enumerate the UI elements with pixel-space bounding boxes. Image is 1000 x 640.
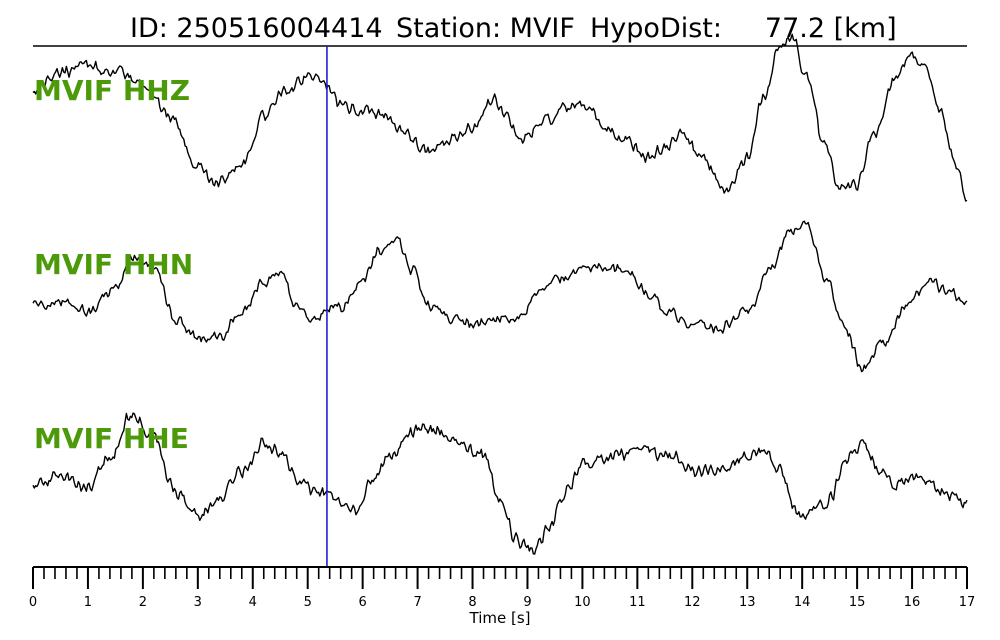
x-tick-label: 13	[739, 595, 756, 610]
x-tick-label: 17	[959, 595, 976, 610]
x-tick-label: 6	[359, 595, 367, 610]
trace-label-group: MVIF HHZ MVIF HHN MVIF HHE	[34, 74, 193, 455]
x-tick-label: 14	[794, 595, 811, 610]
x-tick-label: 3	[194, 595, 202, 610]
trace-label-2: MVIF HHN	[34, 248, 193, 281]
x-tick-label: 8	[468, 595, 476, 610]
x-axis: 0 1 2 3 4 5 6 7 8 9 10 11 12 13 14 15 16 17 Time [s]	[29, 566, 975, 627]
x-axis-tick-labels: 0 1 2 3 4 5 6 7 8 9 10 11 12 13 14 15 16 17	[29, 595, 975, 610]
x-tick-label: 7	[413, 595, 421, 610]
x-tick-label: 4	[249, 595, 257, 610]
trace-label-1: MVIF HHZ	[34, 74, 190, 107]
x-axis-label: Time [s]	[469, 609, 531, 627]
x-tick-label: 9	[523, 595, 531, 610]
x-tick-label: 16	[904, 595, 921, 610]
trace-group	[32, 33, 968, 555]
x-tick-label: 0	[29, 595, 37, 610]
x-tick-label: 5	[304, 595, 312, 610]
x-tick-label: 2	[139, 595, 147, 610]
chart-title-distance: HypoDist: 77.2 [km]	[590, 13, 897, 44]
chart-title-station: Station: MVIF	[396, 13, 575, 44]
x-axis-ticks	[32, 567, 968, 589]
x-tick-label: 11	[629, 595, 646, 610]
x-tick-label: 1	[84, 595, 92, 610]
trace-line-1	[32, 33, 968, 202]
chart-title-id: ID: 250516004414	[130, 13, 383, 44]
trace-label-3: MVIF HHE	[34, 422, 189, 455]
x-tick-label: 15	[849, 595, 866, 610]
x-tick-label: 10	[574, 595, 591, 610]
trace-line-3	[32, 412, 968, 555]
trace-line-2	[32, 220, 968, 373]
x-tick-label: 12	[684, 595, 701, 610]
